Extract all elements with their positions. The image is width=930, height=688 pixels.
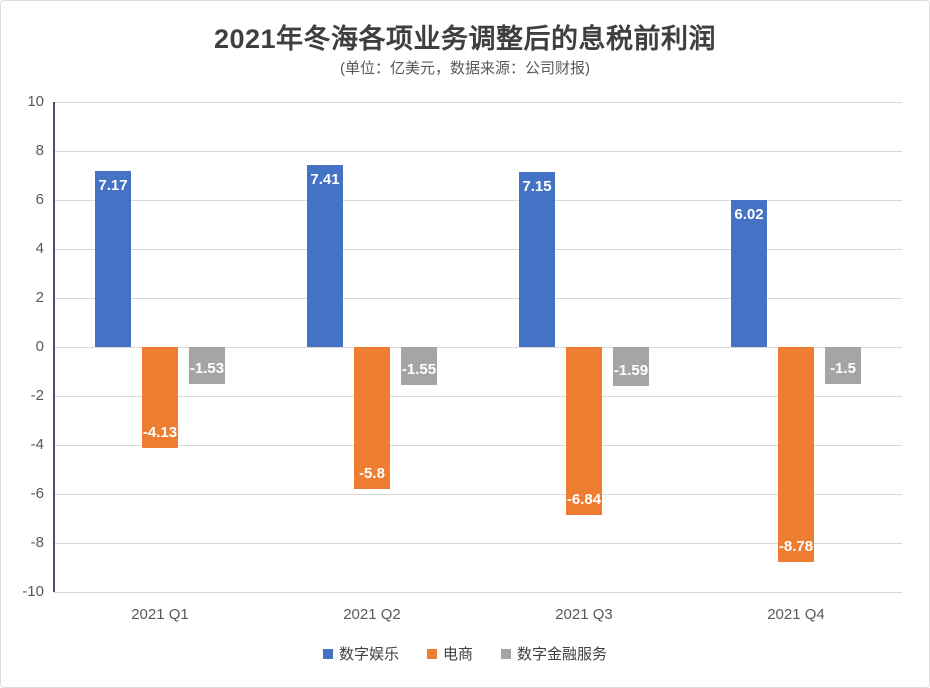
bar-电商	[354, 347, 390, 490]
legend: 数字娱乐 电商 数字金融服务	[1, 643, 929, 664]
x-tick-label: 2021 Q1	[131, 606, 189, 623]
gridline	[54, 493, 902, 495]
legend-swatch-icon	[501, 648, 511, 659]
bar-数字金融服务	[401, 347, 437, 385]
legend-label: 数字金融服务	[517, 646, 608, 663]
bar-value-label: 7.41	[310, 171, 340, 189]
bar-数字金融服务	[825, 347, 861, 384]
bar-value-label: -1.5	[830, 359, 856, 377]
legend-item-数字金融服务: 数字金融服务	[501, 643, 607, 664]
bar-数字娱乐	[519, 171, 555, 347]
y-tick-label: -8	[30, 534, 44, 551]
bar-电商	[142, 347, 178, 449]
bar-value-label: 7.17	[98, 177, 128, 195]
y-tick-label: 2	[35, 289, 44, 306]
bar-数字娱乐	[95, 171, 131, 347]
y-tick-label: -10	[22, 583, 44, 600]
y-tick-label: 10	[27, 93, 44, 110]
gridline	[54, 542, 902, 544]
bar-电商	[566, 347, 602, 515]
bar-value-label: -1.59	[613, 361, 649, 379]
gridline	[54, 346, 902, 348]
y-axis-line	[53, 102, 55, 592]
chart-title: 2021年冬海各项业务调整后的息税前利润	[213, 24, 717, 54]
gridline	[54, 150, 902, 152]
bar-数字金融服务	[189, 347, 225, 385]
bar-value-label: -6.84	[566, 490, 602, 508]
bar-电商	[778, 347, 814, 563]
bar-value-label: -1.55	[401, 360, 437, 378]
gridline	[54, 395, 902, 397]
gridline	[54, 444, 902, 446]
gridline	[54, 248, 902, 250]
y-tick-label: -4	[30, 436, 44, 453]
x-tick-label: 2021 Q2	[343, 606, 401, 623]
legend-swatch-icon	[426, 648, 437, 659]
bar-数字娱乐	[307, 165, 343, 347]
y-tick-label: -2	[30, 387, 44, 404]
bar-value-label: -8.78	[778, 538, 814, 556]
y-tick-label: 0	[35, 338, 44, 355]
legend-item-数字娱乐: 数字娱乐	[322, 643, 399, 664]
bar-value-label: -1.53	[189, 360, 225, 378]
bar-value-label: 7.15	[522, 177, 552, 195]
y-tick-label: -6	[30, 485, 44, 502]
bar-数字娱乐	[731, 199, 767, 347]
chart-subtitle: (单位：亿美元，数据来源：公司财报)	[340, 60, 590, 77]
y-tick-label: 8	[35, 142, 44, 159]
y-tick-label: 4	[35, 240, 44, 257]
x-tick-label: 2021 Q4	[767, 606, 825, 623]
x-tick-label: 2021 Q3	[555, 606, 613, 623]
legend-label: 数字娱乐	[338, 646, 399, 663]
legend-label: 电商	[442, 646, 473, 663]
gridline	[54, 199, 902, 201]
bar-value-label: 6.02	[734, 205, 764, 223]
bar-value-label: -4.13	[142, 424, 178, 442]
bar-value-label: -5.8	[359, 465, 385, 483]
legend-item-电商: 电商	[426, 643, 473, 664]
gridline	[54, 297, 902, 299]
gridline	[54, 101, 902, 103]
legend-swatch-icon	[322, 648, 333, 659]
y-tick-label: 6	[35, 191, 44, 208]
bar-数字金融服务	[613, 347, 649, 386]
gridline	[54, 591, 902, 593]
